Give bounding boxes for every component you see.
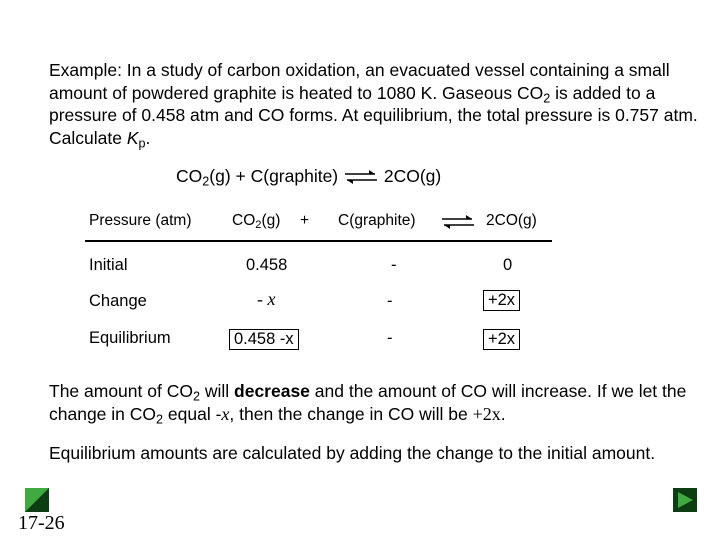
explain-x: x — [221, 403, 230, 424]
explain-bold-decrease: decrease — [234, 381, 310, 401]
table-header-divider — [85, 240, 552, 242]
explain-text-6: . — [500, 403, 506, 424]
reactant-co2-state: (g) — [209, 166, 231, 186]
header-co-text: 2CO — [486, 212, 518, 229]
row-initial-co: 0 — [503, 256, 513, 274]
header-co2: CO2(g) — [232, 212, 281, 232]
row-initial-label: Initial — [89, 256, 128, 274]
row-change-label: Change — [89, 292, 147, 310]
header-co-state: (g) — [517, 212, 537, 229]
header-co2-text: CO — [232, 212, 256, 229]
reactant-co2-sub: 2 — [202, 174, 210, 189]
product-co: 2CO — [383, 166, 420, 186]
intro-text-3: . — [145, 127, 151, 148]
row-equilibrium-co2: 0.458 -x — [229, 329, 299, 350]
reactant-co2: CO — [176, 166, 203, 186]
explain-text-3: and the amount of CO will increase. If w… — [49, 381, 687, 424]
row-equilibrium-co: +2x — [483, 329, 521, 350]
intro-paragraph: Example: In a study of carbon oxidation,… — [49, 59, 709, 149]
next-slide-button[interactable] — [673, 488, 697, 512]
kp-sub: p — [138, 136, 146, 151]
row-change-co: +2x — [483, 290, 521, 311]
row-change-graphite: - — [387, 292, 393, 310]
explain-sub-1: 2 — [192, 389, 200, 404]
row-equilibrium-label: Equilibrium — [89, 329, 171, 347]
product-co-state: (g) — [419, 166, 442, 186]
equilibrium-note: Equilibrium amounts are calculated by ad… — [49, 443, 656, 463]
row-initial-co2: 0.458 — [246, 256, 288, 274]
table-equilibrium-arrow-icon — [442, 215, 474, 229]
equilibrium-arrow-icon — [345, 170, 377, 185]
explain-2x: +2x — [472, 403, 501, 424]
intro-text-1: Example: In a study of carbon oxidation,… — [49, 60, 670, 103]
kp-symbol: K — [126, 127, 139, 148]
row-equilibrium-graphite: - — [387, 329, 393, 347]
row-initial-graphite: - — [391, 256, 397, 274]
header-pressure: Pressure (atm) — [89, 212, 192, 229]
header-graphite: C(graphite) — [338, 212, 416, 229]
explain-sub-2: 2 — [156, 412, 164, 427]
reaction-equation: CO2(g) + C(graphite) 2CO(g) — [176, 166, 442, 189]
previous-slide-button[interactable] — [25, 488, 49, 512]
explanation-paragraph: The amount of CO2 will decrease and the … — [49, 380, 714, 425]
header-co: 2CO(g) — [486, 212, 537, 230]
header-plus: + — [300, 212, 310, 229]
intro-sub-1: 2 — [543, 91, 551, 106]
row-change-co2: - x — [257, 289, 276, 309]
explain-text-1: The amount of CO — [49, 381, 193, 401]
header-co2-sub: 2 — [255, 219, 262, 232]
reactant-graphite: + C(graphite) — [230, 166, 343, 186]
header-co2-state: (g) — [261, 212, 281, 229]
intro-text-2: is added to a pressure of 0.458 atm and … — [49, 82, 698, 148]
explain-text-5: , then the change in CO will be — [229, 403, 473, 424]
slide-number: 17-26 — [18, 512, 65, 534]
explain-text-4: equal - — [163, 403, 222, 424]
explain-text-2: will — [199, 381, 235, 401]
